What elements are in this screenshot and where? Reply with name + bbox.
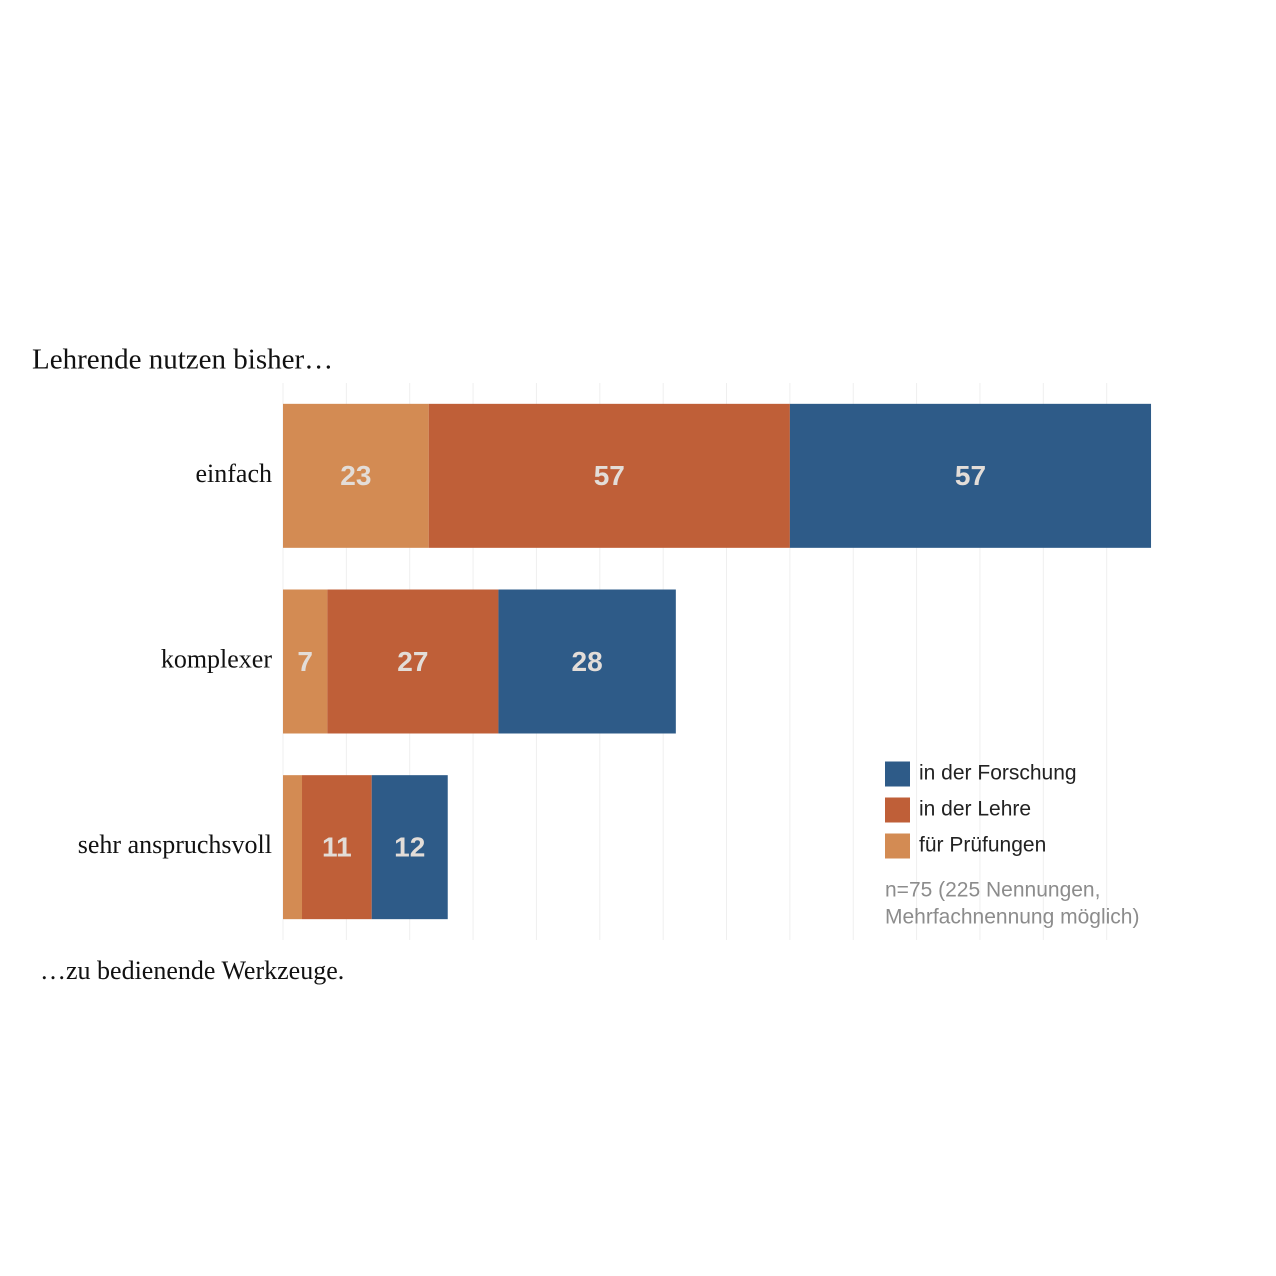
bar-segment [283,403,429,548]
data-label: 23 [340,460,371,491]
legend-swatch [885,761,910,787]
bar-segment [327,589,499,734]
data-label: 57 [594,460,625,491]
chart-caption: …zu bedienende Werkzeuge. [40,956,344,985]
bar-segment [498,589,676,734]
bar-segment [789,403,1152,548]
legend-swatch [885,797,910,823]
y-tick-label: komplexer [161,644,273,673]
chart-title: Lehrende nutzen bisher… [32,344,333,376]
legend-swatch [885,833,910,859]
bar-segment [283,589,328,734]
bar-segment [302,775,372,920]
legend-label: für Prüfungen [919,834,1046,857]
note: n=75 (225 Nennungen, [885,879,1100,902]
legend-label: in der Lehre [919,798,1031,821]
data-label: 7 [297,646,313,677]
bar-segment [283,775,303,920]
data-label: 11 [322,832,352,863]
data-label: 28 [572,646,603,677]
legend-label: in der Forschung [919,762,1077,785]
bar-segment [371,775,448,920]
note: Mehrfachnennung möglich) [885,906,1139,929]
data-label: 12 [394,832,425,863]
y-tick-label: einfach [195,459,272,488]
data-label: 57 [955,460,986,491]
y-tick-label: sehr anspruchsvoll [78,830,272,859]
bar-segment [428,403,790,548]
data-label: 27 [397,646,428,677]
